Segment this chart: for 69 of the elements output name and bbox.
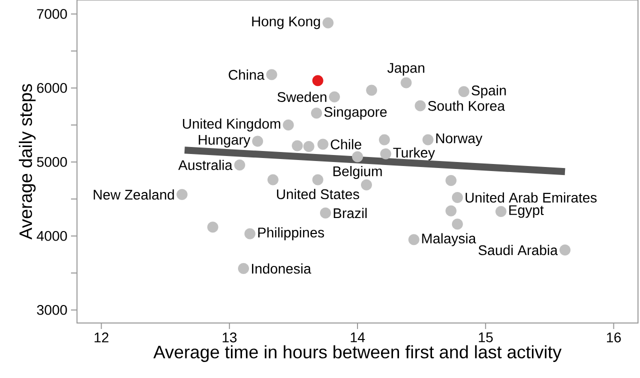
point xyxy=(322,17,334,28)
point xyxy=(252,136,264,147)
point xyxy=(303,140,314,152)
x-tick-label: 13 xyxy=(222,332,237,342)
point xyxy=(560,244,570,256)
point xyxy=(452,192,463,203)
point xyxy=(311,108,322,119)
annotation: United Kingdom xyxy=(182,118,280,132)
y-tick-label: 4000 xyxy=(36,231,67,241)
point xyxy=(446,174,457,186)
annotation: Australia xyxy=(178,160,232,170)
point xyxy=(458,86,470,98)
point xyxy=(352,151,364,162)
y-tick-label: 5000 xyxy=(37,157,67,167)
annotation: Norway xyxy=(436,134,482,146)
point xyxy=(414,100,426,112)
annotation: South Korea xyxy=(428,100,505,111)
point xyxy=(446,205,457,216)
point xyxy=(312,75,324,86)
annotation: Indonesia xyxy=(252,263,312,274)
annotation: Singapore xyxy=(324,106,387,120)
annotation: Belgium xyxy=(333,166,382,179)
y-tick-label: 7000 xyxy=(37,9,67,19)
point xyxy=(320,208,331,219)
point xyxy=(312,174,324,186)
annotation: Chile xyxy=(330,139,362,150)
point xyxy=(282,119,294,130)
point xyxy=(422,134,434,146)
annotation: United Arab Emirates xyxy=(466,192,597,203)
annotation: United States xyxy=(277,188,360,200)
annotation: Egypt xyxy=(509,205,544,218)
point xyxy=(366,84,378,96)
annotation: Malaysia xyxy=(422,233,476,246)
annotation: Turkey xyxy=(393,147,435,160)
annotation: China xyxy=(228,70,264,80)
point xyxy=(266,69,278,80)
point xyxy=(380,148,392,160)
point xyxy=(292,140,303,152)
annotation: Philippines xyxy=(258,227,324,240)
point xyxy=(378,134,390,146)
annotation: Sweden xyxy=(277,92,326,102)
x-tick-label: 16 xyxy=(606,332,621,342)
annotation: New Zealand xyxy=(94,189,174,200)
point xyxy=(328,91,340,102)
annotation: Hong Kong xyxy=(252,16,320,30)
annotation: Spain xyxy=(472,85,506,98)
point xyxy=(408,234,420,246)
point xyxy=(317,138,328,150)
x-tick-label: 14 xyxy=(350,332,365,342)
point xyxy=(176,189,188,200)
point xyxy=(495,206,506,218)
annotation: Brazil xyxy=(334,208,367,218)
point xyxy=(238,263,250,274)
y-axis-title: Average daily steps xyxy=(18,84,36,240)
point xyxy=(207,222,218,233)
x-tick-label: 12 xyxy=(94,332,108,342)
point xyxy=(234,159,246,170)
annotation: Saudi Arabia xyxy=(478,244,558,256)
point xyxy=(244,228,256,240)
point xyxy=(360,179,372,190)
point xyxy=(267,174,278,186)
point xyxy=(400,77,412,88)
y-tick-label: 3000 xyxy=(36,305,67,315)
annotation: Japan xyxy=(387,63,424,76)
y-tick-label: 6000 xyxy=(37,83,67,93)
annotation: Hungary xyxy=(198,135,250,148)
x-tick-label: 15 xyxy=(478,332,493,342)
point xyxy=(452,218,463,230)
x-axis-title: Average time in hours between first and last activity xyxy=(153,345,562,362)
